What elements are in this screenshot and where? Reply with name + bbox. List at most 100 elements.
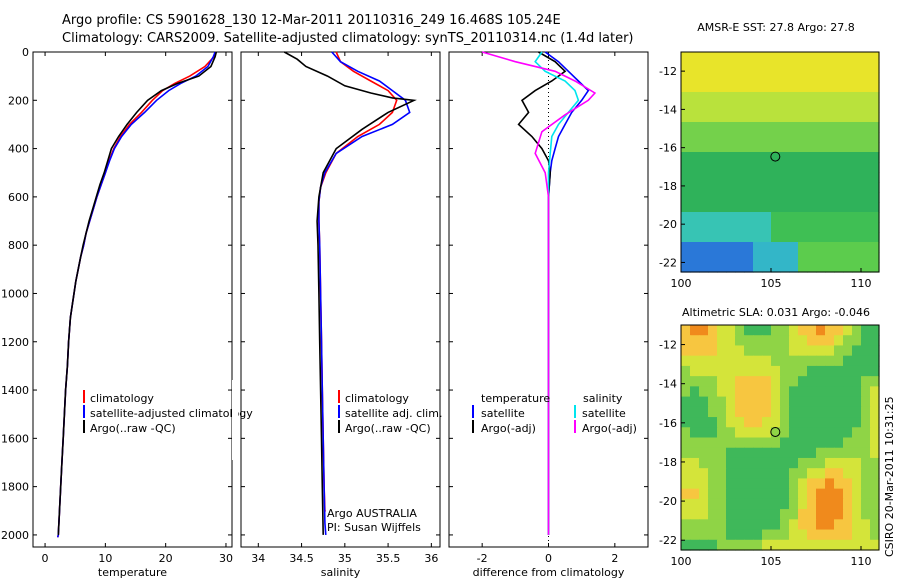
map-cell: [825, 325, 835, 336]
map-cell: [681, 72, 691, 83]
series-line: [57, 51, 218, 535]
map-cell: [798, 222, 808, 233]
map-cell: [852, 52, 862, 63]
map-cell: [870, 142, 880, 153]
map-cell: [726, 202, 736, 213]
map-cell: [825, 396, 835, 408]
map-cell: [816, 427, 826, 439]
map-cell: [690, 72, 700, 83]
map-cell: [834, 335, 844, 347]
map-cell: [870, 406, 880, 418]
series-line: [481, 51, 597, 535]
map-cell: [681, 252, 691, 263]
map-cell: [744, 355, 754, 367]
map-frame: [680, 324, 880, 551]
map-cell: [852, 478, 862, 490]
map-cell: [699, 142, 709, 153]
map-cell: [861, 325, 871, 336]
map-cell: [717, 365, 727, 377]
map-cell: [690, 335, 700, 347]
map-cell: [834, 222, 844, 233]
map-cell: [798, 345, 808, 357]
y-tick-label: 2000: [1, 529, 29, 542]
map-cell: [726, 152, 736, 163]
map-cell: [771, 242, 781, 253]
map-cell: [717, 262, 727, 273]
argo-position-marker: [770, 151, 781, 162]
map-cell: [834, 539, 844, 551]
map-cell: [861, 92, 871, 103]
x-tick-label: 35: [338, 552, 352, 565]
map-cell: [807, 182, 817, 193]
map-cell: [717, 468, 727, 480]
map-cell: [870, 72, 880, 83]
map-cell: [681, 498, 691, 510]
map-cell: [852, 325, 862, 336]
map-cell: [708, 162, 718, 173]
legend-label: satellite: [481, 407, 525, 420]
salinity-legend: climatology satellite adj. clim. Argo(..…: [327, 390, 442, 534]
map-cell: [843, 437, 853, 449]
map-cell: [744, 478, 754, 490]
map-cell: [870, 498, 880, 510]
map-cell: [798, 417, 808, 428]
map-cell: [780, 325, 790, 336]
map-cell: [717, 396, 727, 408]
x-tick-label: 34: [251, 552, 265, 565]
map-cell: [807, 72, 817, 83]
map-cell: [753, 152, 763, 163]
map-cell: [771, 447, 781, 459]
map-cell: [771, 222, 781, 233]
map-cell: [735, 427, 745, 439]
map-cell: [762, 92, 772, 103]
map-cell: [798, 376, 808, 387]
map-cell: [717, 437, 727, 449]
map-cell: [735, 202, 745, 213]
map-cell: [753, 396, 763, 408]
map-cell: [753, 212, 763, 223]
map-cell: [834, 386, 844, 398]
map-cell: [870, 112, 880, 123]
map-cell: [681, 112, 691, 123]
map-cell: [771, 427, 781, 439]
map-cell: [690, 488, 700, 500]
map-cell: [816, 112, 826, 123]
map-cell: [690, 102, 700, 113]
map-cell: [789, 172, 799, 183]
map-cell: [717, 457, 727, 469]
map-cell: [762, 162, 772, 173]
map-cell: [861, 529, 871, 541]
map-cell: [789, 498, 799, 510]
map-cell: [861, 222, 871, 233]
map-cell: [780, 406, 790, 418]
map-cell: [816, 457, 826, 469]
map-cell: [699, 325, 709, 336]
argo-position-marker: [770, 426, 781, 437]
map-cell: [717, 52, 727, 63]
map-cell: [771, 376, 781, 387]
map-cell: [780, 262, 790, 273]
map-cell: [762, 172, 772, 183]
map-cell: [834, 519, 844, 531]
map-cell: [843, 132, 853, 143]
map-cell: [735, 396, 745, 408]
map-cell: [807, 142, 817, 153]
map-cell: [717, 112, 727, 123]
map-cell: [843, 478, 853, 490]
map-cell: [753, 345, 763, 357]
map-cell: [780, 345, 790, 357]
map-cell: [771, 386, 781, 398]
y-tick-label: 0: [22, 46, 29, 59]
map-cell: [690, 539, 700, 551]
map-cell: [753, 102, 763, 113]
map-cell: [735, 242, 745, 253]
map-cell: [744, 212, 754, 223]
map-cell: [753, 132, 763, 143]
map-cell: [852, 335, 862, 347]
map-cell: [834, 457, 844, 469]
map-cell: [726, 468, 736, 480]
map-cell: [861, 232, 871, 243]
map-cell: [789, 325, 799, 336]
map-cell: [762, 386, 772, 398]
map-cell: [762, 498, 772, 510]
